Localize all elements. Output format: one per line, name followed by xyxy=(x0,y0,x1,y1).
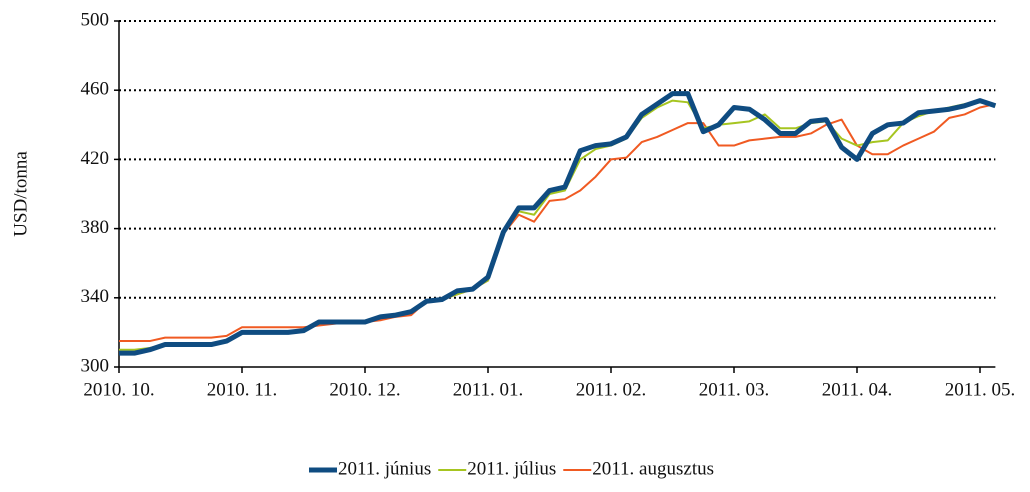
legend-label: 2011. augusztus xyxy=(592,458,714,479)
y-tick-label: 420 xyxy=(81,148,110,169)
series-line xyxy=(119,103,996,343)
x-tick-label: 2010. 12. xyxy=(329,379,400,400)
x-tick-label: 2010. 10. xyxy=(83,379,154,400)
y-axis-label: USD/tonna xyxy=(10,151,31,237)
y-tick-label: 500 xyxy=(81,9,110,30)
series-line xyxy=(119,99,996,351)
x-tick-label: 2011. 05. xyxy=(945,379,1016,400)
series-line xyxy=(119,91,997,356)
x-tick-label: 2011. 03. xyxy=(699,379,770,400)
legend-label: 2011. július xyxy=(467,458,556,479)
legend-label: 2011. június xyxy=(338,458,431,479)
y-tick-label: 340 xyxy=(81,286,110,307)
y-tick-label: 380 xyxy=(81,217,110,238)
x-tick-label: 2010. 11. xyxy=(207,379,278,400)
y-tick-label: 460 xyxy=(81,79,110,100)
y-tick-label: 300 xyxy=(81,355,110,376)
x-tick-label: 2011. 01. xyxy=(453,379,524,400)
x-tick-label: 2011. 02. xyxy=(576,379,647,400)
x-tick-label: 2011. 04. xyxy=(822,379,893,400)
